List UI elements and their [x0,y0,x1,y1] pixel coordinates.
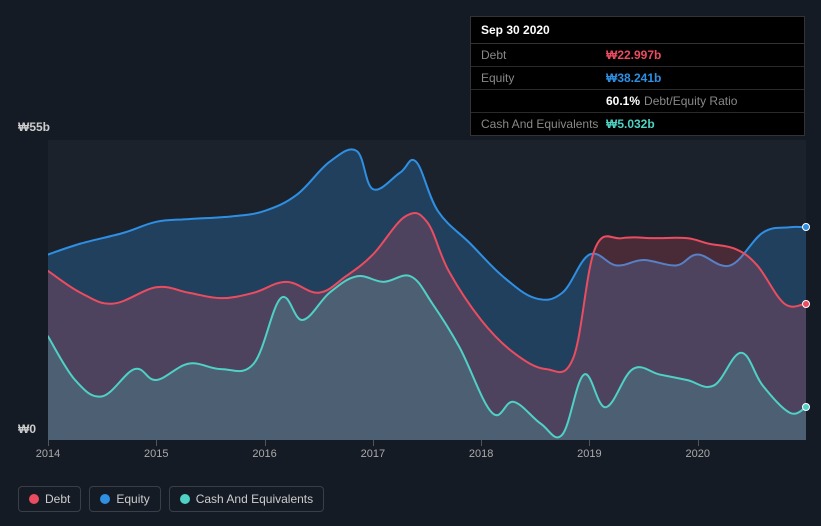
ratio-percent: 60.1% [606,94,640,108]
x-tick-label: 2017 [361,448,385,460]
chart-legend: Debt Equity Cash And Equivalents [18,486,324,512]
x-tick-label: 2020 [685,448,709,460]
x-tick-label: 2018 [469,448,493,460]
x-tick-label: 2019 [577,448,601,460]
legend-dot-cash [180,494,190,504]
series-marker-debt [802,300,810,308]
tooltip-date: Sep 30 2020 [471,17,804,44]
x-axis-ticks [48,440,806,448]
legend-item-debt[interactable]: Debt [18,486,81,512]
x-axis-labels: 2014201520162017201820192020 [48,448,806,464]
ratio-label-text: Debt/Equity Ratio [644,94,737,108]
legend-label-debt: Debt [45,492,70,506]
legend-label-cash: Cash And Equivalents [196,492,313,506]
tooltip-label-ratio [481,94,606,108]
x-tick-label: 2015 [144,448,168,460]
legend-label-equity: Equity [116,492,149,506]
legend-dot-debt [29,494,39,504]
tooltip-value-debt: ₩22.997b [606,48,661,62]
chart-tooltip: Sep 30 2020 Debt ₩22.997b Equity ₩38.241… [470,16,805,136]
x-tick-label: 2014 [36,448,60,460]
chart-plot-area[interactable] [48,140,806,440]
legend-item-cash[interactable]: Cash And Equivalents [169,486,324,512]
tooltip-value-equity: ₩38.241b [606,71,661,85]
tooltip-row-equity: Equity ₩38.241b [471,67,804,90]
chart-container: ₩55b ₩0 2014 2015 2016 2017 2018 2019 2020 [18,120,806,460]
series-marker-cash [802,403,810,411]
tooltip-value-ratio: 60.1% Debt/Equity Ratio [606,94,737,108]
tooltip-row-debt: Debt ₩22.997b [471,44,804,67]
legend-item-equity[interactable]: Equity [89,486,160,512]
y-axis-max-label: ₩55b [18,120,50,134]
legend-dot-equity [100,494,110,504]
y-axis-min-label: ₩0 [18,422,36,436]
tooltip-label-equity: Equity [481,71,606,85]
series-marker-equity [802,223,810,231]
chart-svg [48,140,806,440]
tooltip-label-debt: Debt [481,48,606,62]
x-tick-label: 2016 [252,448,276,460]
tooltip-row-ratio: 60.1% Debt/Equity Ratio [471,90,804,113]
